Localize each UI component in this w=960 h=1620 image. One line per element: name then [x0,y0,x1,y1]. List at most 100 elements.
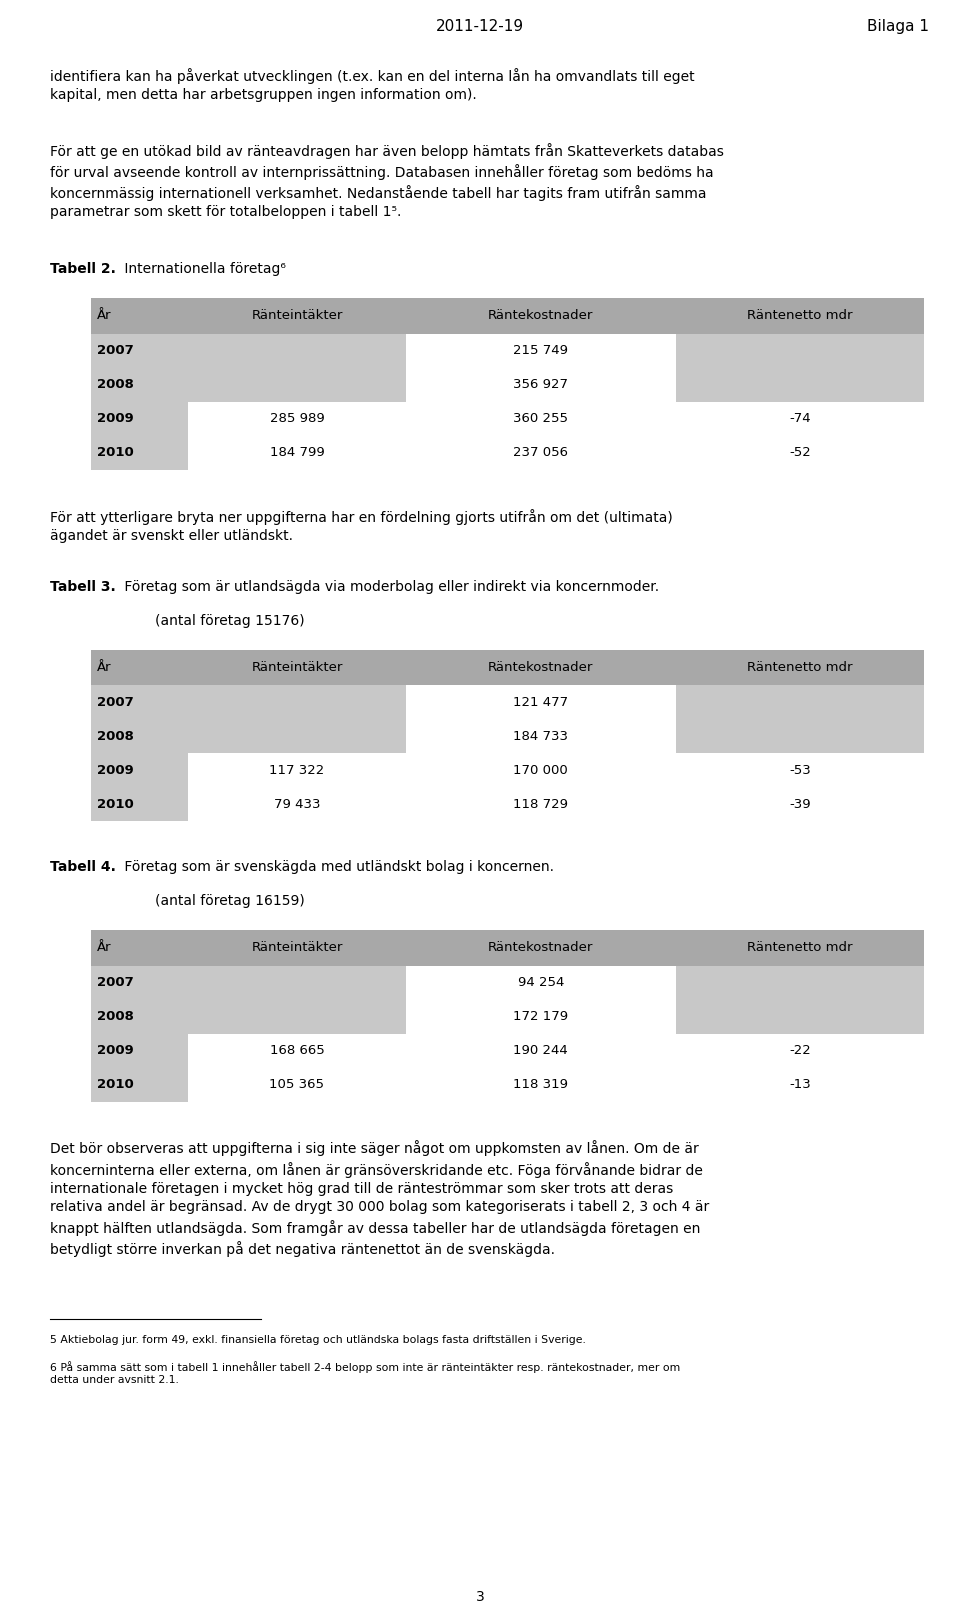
Text: År: År [97,941,111,954]
Text: Internationella företag⁶: Internationella företag⁶ [120,262,286,277]
Text: År: År [97,309,111,322]
Text: 172 179: 172 179 [514,1009,568,1024]
Text: 118 729: 118 729 [514,797,568,812]
Bar [91,719,188,753]
Text: -53: -53 [789,763,811,778]
Bar [406,685,676,719]
Bar [91,787,188,821]
Text: 170 000: 170 000 [514,763,568,778]
Bar [406,368,676,402]
Text: 2011-12-19: 2011-12-19 [436,19,524,34]
Text: 184 733: 184 733 [514,729,568,744]
Text: 2007: 2007 [97,695,133,710]
Bar [91,966,188,1000]
Bar [188,368,406,402]
Bar [91,368,188,402]
Text: 79 433: 79 433 [274,797,321,812]
Text: 285 989: 285 989 [270,411,324,426]
Text: Räntenetto mdr: Räntenetto mdr [747,941,852,954]
Bar [676,368,924,402]
Text: 2010: 2010 [97,797,133,812]
Text: 117 322: 117 322 [270,763,324,778]
Bar [91,402,188,436]
Bar [676,402,924,436]
Bar [406,402,676,436]
Text: 2007: 2007 [97,975,133,990]
Text: Företag som är svenskägda med utländskt bolag i koncernen.: Företag som är svenskägda med utländskt … [120,860,554,875]
Bar [406,719,676,753]
Bar [676,966,924,1000]
Bar [188,685,406,719]
Bar [91,753,188,787]
Text: 6 På samma sätt som i tabell 1 innehåller tabell 2-4 belopp som inte är ränteint: 6 På samma sätt som i tabell 1 innehålle… [50,1361,681,1385]
Bar [188,966,406,1000]
Bar [91,1068,188,1102]
Text: Tabell 3.: Tabell 3. [50,580,115,595]
Text: 356 927: 356 927 [514,377,568,392]
Bar [188,719,406,753]
Text: 118 319: 118 319 [514,1077,568,1092]
Text: Tabell 4.: Tabell 4. [50,860,116,875]
Text: Det bör observeras att uppgifterna i sig inte säger något om uppkomsten av lånen: Det bör observeras att uppgifterna i sig… [50,1140,709,1257]
Text: 360 255: 360 255 [514,411,568,426]
Bar [91,1000,188,1034]
Text: För att ytterligare bryta ner uppgifterna har en fördelning gjorts utifrån om de: För att ytterligare bryta ner uppgiftern… [50,509,673,543]
Text: För att ge en utökad bild av ränteavdragen har även belopp hämtats från Skatteve: För att ge en utökad bild av ränteavdrag… [50,143,724,219]
Text: Tabell 2.: Tabell 2. [50,262,116,277]
Bar [188,334,406,368]
Text: 105 365: 105 365 [270,1077,324,1092]
Bar [91,436,188,470]
Text: 184 799: 184 799 [270,446,324,460]
Text: 2009: 2009 [97,1043,133,1058]
Text: -39: -39 [789,797,811,812]
Bar [676,1068,924,1102]
Bar [676,685,924,719]
Text: 2010: 2010 [97,446,133,460]
Text: År: År [97,661,111,674]
Text: 2009: 2009 [97,763,133,778]
Bar [406,334,676,368]
Text: (antal företag 15176): (antal företag 15176) [120,614,304,629]
Bar [676,1034,924,1068]
Bar [91,930,924,966]
Bar [406,753,676,787]
Text: Räntekostnader: Räntekostnader [489,941,593,954]
Text: 2007: 2007 [97,343,133,358]
Text: -22: -22 [789,1043,811,1058]
Bar [188,436,406,470]
Bar [406,1000,676,1034]
Bar [91,1034,188,1068]
Bar [188,1034,406,1068]
Text: Räntekostnader: Räntekostnader [489,309,593,322]
Bar [406,966,676,1000]
Bar [91,650,924,685]
Bar [188,753,406,787]
Text: Ränteintäkter: Ränteintäkter [252,941,343,954]
Text: Räntenetto mdr: Räntenetto mdr [747,309,852,322]
Bar [91,685,188,719]
Text: Räntenetto mdr: Räntenetto mdr [747,661,852,674]
Text: 2009: 2009 [97,411,133,426]
Text: 2008: 2008 [97,1009,133,1024]
Text: 5 Aktiebolag jur. form 49, exkl. finansiella företag och utländska bolags fasta : 5 Aktiebolag jur. form 49, exkl. finansi… [50,1335,586,1345]
Bar [676,719,924,753]
Text: -52: -52 [789,446,811,460]
Bar [406,436,676,470]
Text: Ränteintäkter: Ränteintäkter [252,309,343,322]
Text: (antal företag 16159): (antal företag 16159) [120,894,304,909]
Text: -13: -13 [789,1077,811,1092]
Text: identifiera kan ha påverkat utvecklingen (t.ex. kan en del interna lån ha omvand: identifiera kan ha påverkat utvecklingen… [50,68,694,102]
Bar [676,1000,924,1034]
Text: Ränteintäkter: Ränteintäkter [252,661,343,674]
Bar [188,1000,406,1034]
Text: -74: -74 [789,411,811,426]
Text: Räntekostnader: Räntekostnader [489,661,593,674]
Bar [406,787,676,821]
Text: 237 056: 237 056 [514,446,568,460]
Text: 215 749: 215 749 [514,343,568,358]
Text: 3: 3 [475,1589,485,1604]
Bar [91,334,188,368]
Bar [188,1068,406,1102]
Text: 121 477: 121 477 [514,695,568,710]
Text: Bilaga 1: Bilaga 1 [867,19,929,34]
